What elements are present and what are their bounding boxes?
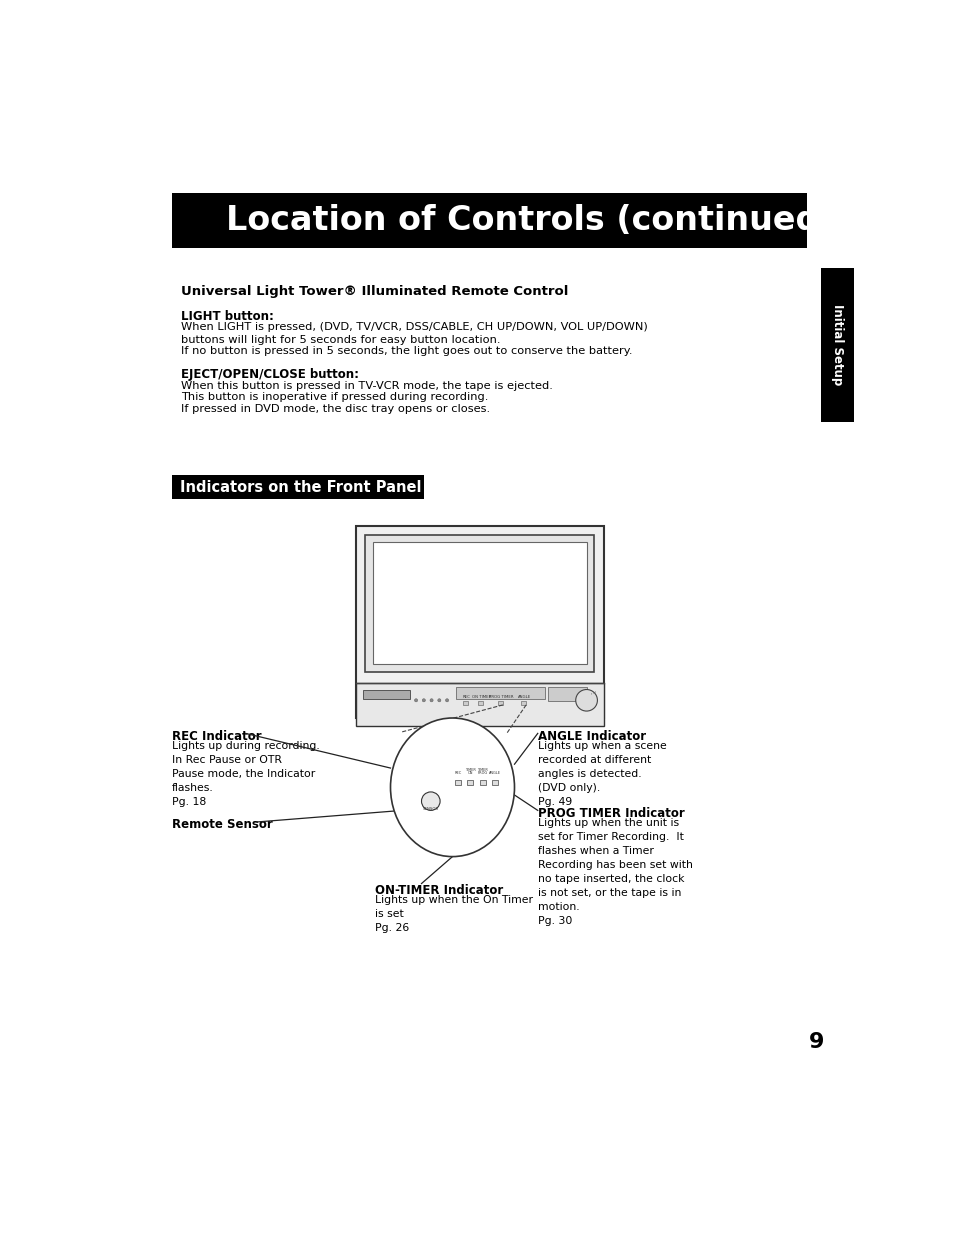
Text: ON: ON — [467, 771, 473, 776]
Text: Universal Light Tower® Illuminated Remote Control: Universal Light Tower® Illuminated Remot… — [181, 285, 568, 299]
Text: When LIGHT is pressed, (DVD, TV/VCR, DSS/CABLE, CH UP/DOWN, VOL UP/DOWN): When LIGHT is pressed, (DVD, TV/VCR, DSS… — [181, 322, 647, 332]
Bar — [373, 542, 586, 664]
Bar — [455, 779, 460, 785]
Bar — [355, 683, 603, 726]
Circle shape — [437, 699, 440, 701]
Text: PROG TIMER Indicator: PROG TIMER Indicator — [537, 806, 684, 820]
Text: Initial Setup: Initial Setup — [830, 304, 843, 385]
Bar — [547, 687, 586, 701]
Bar — [821, 268, 853, 421]
Text: EJECT/OPEN/CLOSE button:: EJECT/OPEN/CLOSE button: — [181, 368, 359, 380]
Bar — [172, 193, 806, 248]
Text: If pressed in DVD mode, the disc tray opens or closes.: If pressed in DVD mode, the disc tray op… — [181, 404, 490, 414]
Text: buttons will light for 5 seconds for easy button location.: buttons will light for 5 seconds for eas… — [181, 335, 500, 345]
Text: Lights up during recording.
In Rec Pause or OTR
Pause mode, the Indicator
flashe: Lights up during recording. In Rec Pause… — [172, 741, 319, 808]
Text: PROG TIMER: PROG TIMER — [489, 695, 513, 699]
Bar — [172, 475, 423, 499]
Text: PROG: PROG — [477, 771, 487, 776]
Text: ANGLE: ANGLE — [489, 771, 500, 776]
Text: 9: 9 — [808, 1032, 823, 1052]
Bar — [521, 701, 525, 705]
Circle shape — [422, 699, 425, 701]
Circle shape — [430, 699, 433, 701]
Circle shape — [445, 699, 448, 701]
Text: REC: REC — [462, 695, 470, 699]
Text: Indicators on the Front Panel: Indicators on the Front Panel — [179, 479, 421, 494]
Text: SENSOR: SENSOR — [422, 808, 438, 811]
Bar — [363, 689, 410, 699]
Bar — [456, 687, 545, 699]
Text: ON TIMER: ON TIMER — [471, 695, 490, 699]
Text: Remote Sensor: Remote Sensor — [172, 818, 273, 831]
Circle shape — [575, 689, 597, 711]
Text: LIGHT button:: LIGHT button: — [181, 310, 274, 322]
Bar — [479, 779, 485, 785]
Text: When this button is pressed in TV-VCR mode, the tape is ejected.: When this button is pressed in TV-VCR mo… — [181, 380, 553, 390]
Text: ANGLE Indicator: ANGLE Indicator — [537, 730, 645, 742]
Text: ON-TIMER Indicator: ON-TIMER Indicator — [375, 883, 503, 897]
Bar — [467, 779, 473, 785]
Text: Lights up when the unit is
set for Timer Recording.  It
flashes when a Timer
Rec: Lights up when the unit is set for Timer… — [537, 818, 692, 926]
Bar — [365, 535, 594, 672]
Circle shape — [415, 699, 417, 701]
Circle shape — [421, 792, 439, 810]
Bar — [497, 701, 502, 705]
Text: Lights up when a scene
recorded at different
angles is detected.
(DVD only).
Pg.: Lights up when a scene recorded at diffe… — [537, 741, 666, 808]
FancyBboxPatch shape — [355, 526, 603, 718]
Text: TIMER: TIMER — [476, 768, 488, 772]
Text: This button is inoperative if pressed during recording.: This button is inoperative if pressed du… — [181, 393, 488, 403]
Text: Lights up when the On Timer
is set
Pg. 26: Lights up when the On Timer is set Pg. 2… — [375, 895, 533, 934]
Bar — [492, 779, 497, 785]
Text: TIMER: TIMER — [464, 768, 476, 772]
Text: Location of Controls (continued): Location of Controls (continued) — [226, 204, 834, 237]
Text: If no button is pressed in 5 seconds, the light goes out to conserve the battery: If no button is pressed in 5 seconds, th… — [181, 346, 632, 356]
Bar — [477, 701, 482, 705]
Bar — [463, 701, 468, 705]
Text: REC: REC — [454, 771, 461, 776]
Text: ANGLE: ANGLE — [517, 695, 531, 699]
Ellipse shape — [390, 718, 514, 857]
Text: REC Indicator: REC Indicator — [172, 730, 261, 742]
